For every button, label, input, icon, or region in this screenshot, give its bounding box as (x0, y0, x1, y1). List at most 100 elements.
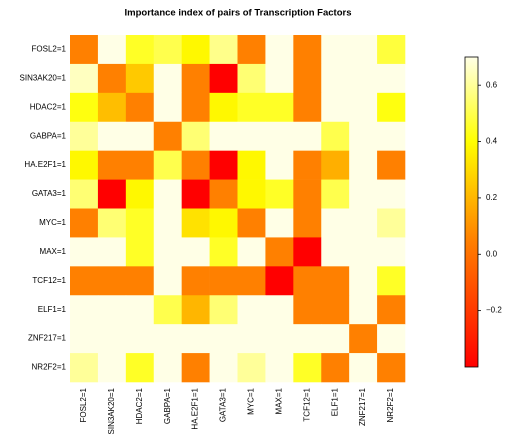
heatmap-cell (321, 150, 350, 180)
heatmap-cell (293, 266, 322, 296)
heatmap-cell (153, 92, 182, 123)
heatmap-cell (153, 35, 182, 65)
heatmap-cell (237, 353, 266, 383)
heatmap-cell (153, 150, 182, 180)
heatmap-cell (125, 35, 155, 65)
column-label: HA.E2F1=1 (191, 387, 200, 429)
heatmap-cell (349, 179, 378, 209)
heatmap-cell (377, 150, 406, 180)
heatmap-cell (181, 121, 210, 151)
heatmap-cell (377, 295, 406, 325)
colorbar-tick-label: −0.2 (486, 306, 502, 315)
heatmap-cell (209, 208, 238, 238)
heatmap-cell (349, 266, 378, 296)
heatmap-cell (265, 266, 294, 296)
heatmap-cell (125, 121, 155, 151)
heatmap-cell (293, 92, 322, 123)
heatmap-cell (153, 295, 182, 325)
heatmap-cell (377, 92, 406, 123)
heatmap-cell (209, 237, 238, 267)
heatmap-cell (181, 92, 210, 123)
heatmap-cell (209, 295, 238, 325)
column-label: HDAC2=1 (135, 387, 144, 424)
heatmap-cell (209, 353, 238, 383)
heatmap-cell (237, 35, 266, 65)
heatmap-cell (293, 35, 322, 65)
heatmap-cell (377, 324, 406, 354)
heatmap-cell (321, 353, 350, 383)
heatmap-cell (153, 266, 182, 296)
row-label: HDAC2=1 (30, 102, 67, 111)
heatmap-cell (125, 237, 155, 267)
heatmap-cell (321, 266, 350, 296)
heatmap-cell (377, 63, 406, 94)
heatmap-cell (377, 266, 406, 296)
row-label: SIN3AK20=1 (20, 73, 67, 82)
heatmap-cell (181, 35, 210, 65)
heatmap-cell (181, 179, 210, 209)
heatmap-cell (153, 237, 182, 267)
heatmap-cell (181, 208, 210, 238)
heatmap-cell (265, 150, 294, 180)
heatmap-cell (70, 92, 99, 123)
row-label: ZNF217=1 (28, 334, 67, 343)
row-label: HA.E2F1=1 (24, 160, 66, 169)
heatmap-cell (70, 266, 99, 296)
column-label: MAX=1 (274, 387, 283, 414)
heatmap-cell (265, 237, 294, 267)
heatmap-cell (265, 63, 294, 94)
heatmap-cell (265, 35, 294, 65)
heatmap-cell (293, 179, 322, 209)
heatmap-cell (265, 92, 294, 123)
heatmap-cell (321, 121, 350, 151)
heatmap-cell (349, 208, 378, 238)
heatmap-cell (321, 179, 350, 209)
column-label: SIN3AK20=1 (107, 387, 116, 434)
heatmap-cell (97, 324, 127, 354)
heatmap-cell (209, 63, 238, 94)
heatmap-cell (349, 63, 378, 94)
heatmap-cell (70, 324, 99, 354)
heatmap-cell (181, 63, 210, 94)
heatmap-cell (265, 121, 294, 151)
heatmap-cell (70, 150, 99, 180)
heatmap-cell (153, 208, 182, 238)
heatmap-cell (293, 237, 322, 267)
heatmap-cell (237, 237, 266, 267)
heatmap-cell (293, 324, 322, 354)
heatmap-cell (349, 35, 378, 65)
heatmap-cell (377, 208, 406, 238)
heatmap-cell (125, 353, 155, 383)
heatmap-cell (265, 324, 294, 354)
heatmap-cell (237, 179, 266, 209)
heatmap-cell (153, 324, 182, 354)
heatmap-cell (209, 35, 238, 65)
heatmap-cell (181, 150, 210, 180)
heatmap-cell (237, 121, 266, 151)
heatmap-cell (125, 179, 155, 209)
heatmap-cell (70, 353, 99, 383)
heatmap-cell (237, 92, 266, 123)
heatmap-cell (237, 208, 266, 238)
heatmap-cell (209, 92, 238, 123)
row-label: GATA3=1 (32, 189, 67, 198)
row-label: FOSL2=1 (32, 45, 67, 54)
heatmap-cell (237, 63, 266, 94)
heatmap-cell (377, 353, 406, 383)
heatmap-cell (209, 266, 238, 296)
heatmap-cell (209, 179, 238, 209)
row-label: MYC=1 (39, 218, 66, 227)
heatmap-cell (377, 237, 406, 267)
heatmap-cell (70, 237, 99, 267)
heatmap-cell (237, 324, 266, 354)
column-label: TCF12=1 (302, 387, 311, 421)
row-label: ELF1=1 (38, 305, 67, 314)
column-label: FOSL2=1 (79, 387, 88, 422)
heatmap-cell (125, 266, 155, 296)
heatmap-cell (97, 63, 127, 94)
row-label: TCF12=1 (32, 276, 66, 285)
heatmap-cell (153, 353, 182, 383)
column-label: ZNF217=1 (358, 387, 367, 426)
heatmap-cell (181, 266, 210, 296)
